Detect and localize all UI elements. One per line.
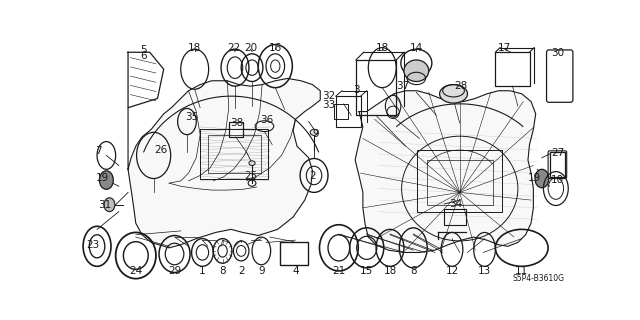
Bar bbox=[495, 52, 529, 86]
Bar bbox=[334, 104, 348, 119]
Text: 28: 28 bbox=[454, 81, 468, 91]
Ellipse shape bbox=[249, 161, 255, 165]
Ellipse shape bbox=[104, 198, 115, 212]
Text: 29: 29 bbox=[168, 266, 181, 276]
Polygon shape bbox=[128, 78, 320, 248]
Ellipse shape bbox=[440, 84, 467, 103]
Text: 24: 24 bbox=[129, 266, 143, 276]
Text: 31: 31 bbox=[99, 200, 112, 210]
Text: 1: 1 bbox=[199, 266, 206, 276]
Bar bbox=[356, 60, 396, 116]
Text: 15: 15 bbox=[359, 266, 372, 276]
Bar bbox=[336, 96, 360, 127]
Text: 23: 23 bbox=[86, 240, 99, 250]
Polygon shape bbox=[355, 91, 536, 252]
Text: 13: 13 bbox=[478, 266, 491, 276]
Text: 27: 27 bbox=[551, 148, 564, 158]
Text: 21: 21 bbox=[332, 266, 346, 276]
Bar bbox=[229, 122, 243, 137]
Text: 37: 37 bbox=[396, 81, 410, 91]
Text: 10: 10 bbox=[551, 175, 564, 186]
Text: 35: 35 bbox=[186, 112, 198, 122]
Bar bbox=[208, 135, 260, 173]
Text: 16: 16 bbox=[269, 43, 282, 53]
Text: 34: 34 bbox=[449, 198, 462, 209]
Text: 17: 17 bbox=[498, 43, 511, 53]
Text: 20: 20 bbox=[244, 43, 257, 53]
Text: 7: 7 bbox=[95, 146, 102, 156]
Text: 5: 5 bbox=[140, 44, 147, 54]
Text: 12: 12 bbox=[445, 266, 459, 276]
Text: 18: 18 bbox=[188, 43, 202, 53]
Polygon shape bbox=[128, 52, 164, 108]
Text: 30: 30 bbox=[551, 48, 564, 58]
Text: 26: 26 bbox=[154, 145, 168, 155]
Text: 36: 36 bbox=[260, 116, 273, 125]
Text: 33: 33 bbox=[323, 100, 336, 110]
Bar bbox=[428, 160, 493, 205]
Ellipse shape bbox=[310, 129, 318, 135]
Text: 8: 8 bbox=[410, 266, 417, 276]
Text: 22: 22 bbox=[227, 43, 240, 53]
Text: S5P4-B3610G: S5P4-B3610G bbox=[513, 274, 564, 283]
Text: 8: 8 bbox=[220, 266, 226, 276]
Bar bbox=[444, 209, 466, 225]
Text: 18: 18 bbox=[376, 43, 389, 53]
Bar bbox=[200, 129, 268, 179]
Text: 18: 18 bbox=[383, 266, 397, 276]
Text: 38: 38 bbox=[230, 118, 244, 128]
Text: 2: 2 bbox=[238, 266, 244, 276]
Text: 3: 3 bbox=[353, 84, 360, 95]
Text: 4: 4 bbox=[292, 266, 299, 276]
Text: 25: 25 bbox=[244, 171, 257, 181]
Ellipse shape bbox=[535, 169, 549, 188]
Text: 9: 9 bbox=[312, 129, 319, 139]
Text: 11: 11 bbox=[515, 266, 529, 276]
Text: 6: 6 bbox=[140, 52, 147, 61]
Text: 14: 14 bbox=[410, 43, 423, 53]
Text: 32: 32 bbox=[323, 91, 336, 101]
Text: 2: 2 bbox=[309, 171, 316, 181]
Bar bbox=[417, 150, 502, 212]
Text: 9: 9 bbox=[258, 266, 265, 276]
Bar bbox=[280, 242, 308, 265]
Text: 19: 19 bbox=[95, 173, 109, 183]
Bar bbox=[550, 152, 565, 177]
Ellipse shape bbox=[99, 171, 113, 189]
Text: 19: 19 bbox=[528, 173, 541, 183]
Ellipse shape bbox=[404, 60, 429, 82]
